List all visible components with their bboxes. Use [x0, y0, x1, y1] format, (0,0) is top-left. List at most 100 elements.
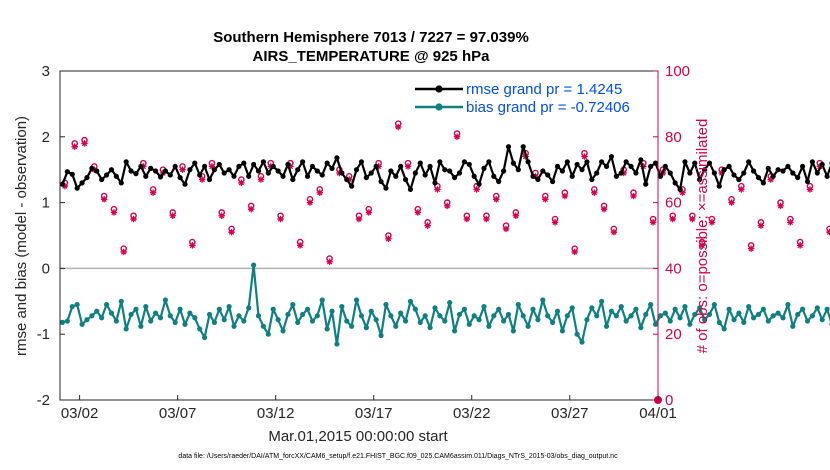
rmse-point — [211, 167, 218, 173]
bias-point — [349, 323, 355, 329]
bias-point — [187, 310, 193, 316]
obs-assimilated-point — [179, 166, 186, 173]
bias-point — [456, 311, 463, 318]
bias-point — [500, 318, 507, 324]
bias-point — [74, 301, 80, 308]
obs-assimilated-point — [708, 219, 716, 226]
rmse-point — [383, 185, 389, 191]
rmse-point — [148, 165, 154, 171]
bias-point — [692, 311, 698, 318]
obs-assimilated-point — [306, 199, 314, 206]
x-tick-label: 03/22 — [453, 405, 491, 422]
bias-point — [206, 311, 213, 318]
bias-point — [260, 323, 267, 329]
obs-assimilated-point — [120, 248, 127, 256]
obs-assimilated-point — [169, 212, 176, 219]
obs-assimilated-point — [591, 189, 598, 196]
bias-point — [329, 308, 335, 314]
bias-point — [383, 301, 389, 308]
bias-point — [255, 313, 262, 319]
rmse-point — [505, 144, 512, 150]
rmse-point — [746, 159, 752, 165]
bias-point — [638, 325, 644, 331]
rmse-point — [290, 176, 296, 183]
rmse-point — [790, 170, 796, 176]
rmse-point — [192, 160, 198, 166]
rmse-point — [69, 171, 75, 177]
rmse-point — [574, 161, 580, 168]
x-tick-label: 03/17 — [355, 405, 393, 422]
obs-assimilated-point — [787, 219, 794, 226]
bias-point — [736, 310, 742, 316]
bias-point — [750, 315, 757, 321]
rmse-point — [584, 159, 590, 165]
x-tick-label: 04/01 — [639, 405, 677, 422]
bias-point — [657, 313, 664, 319]
bias-point — [157, 315, 164, 321]
rmse-point — [221, 170, 227, 176]
bias-point — [799, 306, 806, 312]
bias-point — [554, 308, 561, 314]
bias-point — [432, 305, 438, 311]
bias-point — [103, 301, 110, 308]
bias-point — [339, 303, 345, 310]
rmse-point — [324, 160, 330, 166]
bias-point — [192, 315, 198, 321]
bias-point — [324, 326, 330, 332]
bias-point — [133, 306, 139, 312]
obs-assimilated-point — [296, 242, 304, 249]
bias-point — [520, 313, 526, 319]
bias-point — [814, 305, 820, 311]
rmse-point — [329, 165, 335, 171]
obs-assimilated-point — [718, 169, 725, 177]
bias-point — [662, 310, 668, 316]
obs-assimilated-point — [218, 212, 225, 219]
bias-point — [594, 313, 600, 319]
y2-axis-label: # of obs: o=possible; ×=assimilated — [694, 119, 711, 354]
bias-point — [108, 310, 115, 316]
bias-point — [741, 319, 747, 325]
bias-point — [775, 310, 781, 316]
obs-assimilated-point — [561, 192, 569, 200]
obs-assimilated-point — [365, 209, 373, 216]
bias-point — [780, 315, 786, 321]
bias-point — [442, 318, 448, 324]
bias-point — [417, 319, 423, 325]
rmse-point — [643, 181, 649, 187]
rmse-point — [550, 178, 556, 185]
rmse-point — [427, 163, 433, 170]
chart-title-line2: AIRS_TEMPERATURE @ 925 hPa — [253, 48, 491, 65]
x-tick-label: 03/27 — [551, 405, 589, 422]
obs-assimilated-point — [679, 189, 686, 196]
legend-bias-label: bias grand pr = -0.72406 — [466, 99, 630, 116]
bias-point — [481, 303, 487, 310]
bias-point — [319, 297, 325, 303]
rmse-point — [255, 168, 262, 174]
rmse-point — [638, 157, 644, 163]
bias-point — [162, 297, 168, 303]
bias-point — [251, 262, 257, 268]
bias-point — [378, 332, 384, 339]
rmse-point — [697, 176, 703, 183]
bias-point — [677, 315, 683, 321]
bias-point — [182, 321, 188, 327]
bias-point — [618, 303, 624, 310]
y-tick-label: -1 — [37, 326, 50, 343]
bias-point — [437, 313, 443, 319]
bias-point — [535, 317, 541, 323]
obs-assimilated-point — [757, 222, 765, 229]
bias-point — [628, 313, 634, 319]
bias-point — [599, 298, 605, 304]
bias-point — [505, 311, 512, 318]
obs-assimilated-point — [551, 219, 559, 226]
bias-point — [64, 318, 70, 324]
bias-point — [309, 318, 316, 324]
obs-assimilated-point — [228, 229, 235, 236]
bias-point — [143, 303, 149, 310]
bias-point — [643, 311, 649, 318]
obs-assimilated-point — [287, 163, 294, 170]
bias-point — [398, 310, 404, 316]
bias-point — [726, 306, 732, 312]
bias-point — [564, 313, 570, 319]
rmse-point — [447, 168, 453, 174]
